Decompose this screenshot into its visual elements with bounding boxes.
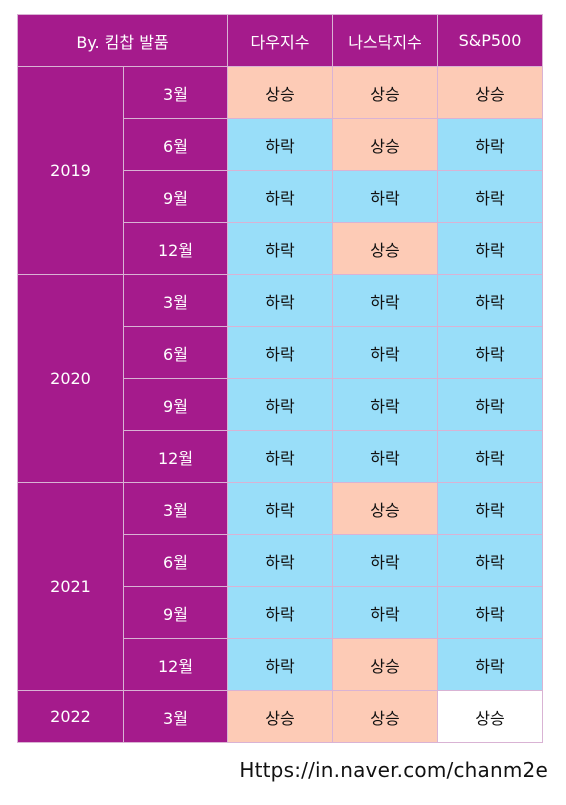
direction-cell: 하락	[437, 586, 543, 639]
direction-cell: 하락	[437, 222, 543, 275]
direction-cell: 하락	[437, 118, 543, 171]
month-cell: 12월	[123, 430, 228, 483]
direction-cell: 하락	[227, 482, 333, 535]
market-direction-table: By. 킴찹 발품 다우지수 나스닥지수 S&P500 2019 3월 상승 상승 상승…	[17, 14, 543, 743]
year-cell: 2022	[17, 690, 124, 743]
direction-cell: 하락	[437, 638, 543, 691]
direction-cell: 하락	[437, 534, 543, 587]
table-row: 6월 하락 상승 하락	[18, 118, 543, 171]
table-row: 2022 3월 상승 상승 상승	[17, 690, 543, 743]
direction-cell: 하락	[227, 534, 333, 587]
direction-cell: 하락	[437, 430, 543, 483]
table-row: 12월 하락 하락 하락	[18, 430, 543, 483]
direction-cell: 상승	[332, 690, 438, 743]
direction-cell: 하락	[332, 274, 438, 327]
direction-cell: 상승	[227, 66, 333, 119]
year-cell: 2019	[17, 66, 124, 275]
direction-cell: 상승	[332, 66, 438, 119]
direction-cell: 하락	[437, 482, 543, 535]
source-url: Https://in.naver.com/chanm2e	[239, 758, 548, 782]
month-cell: 3월	[123, 690, 228, 743]
month-cell: 6월	[123, 326, 228, 379]
table-row: 9월 하락 하락 하락	[18, 170, 543, 223]
month-cell: 9월	[123, 378, 228, 431]
month-cell: 9월	[123, 586, 228, 639]
table-row: 12월 하락 상승 하락	[18, 222, 543, 275]
direction-cell: 하락	[437, 170, 543, 223]
direction-cell: 하락	[227, 118, 333, 171]
column-header-sp500: S&P500	[437, 14, 543, 67]
table-row: 9월 하락 하락 하락	[18, 378, 543, 431]
direction-cell: 하락	[227, 378, 333, 431]
direction-cell: 하락	[227, 170, 333, 223]
direction-cell: 하락	[437, 378, 543, 431]
direction-cell: 하락	[227, 222, 333, 275]
direction-cell: 상승	[227, 690, 333, 743]
direction-cell: 하락	[437, 274, 543, 327]
month-cell: 12월	[123, 222, 228, 275]
month-cell: 3월	[123, 274, 228, 327]
direction-cell: 하락	[332, 534, 438, 587]
direction-cell: 하락	[227, 274, 333, 327]
month-cell: 6월	[123, 534, 228, 587]
direction-cell: 하락	[437, 326, 543, 379]
direction-cell: 하락	[332, 326, 438, 379]
header-row: By. 킴찹 발품 다우지수 나스닥지수 S&P500	[17, 14, 543, 67]
table-row: 12월 하락 상승 하락	[18, 638, 543, 691]
direction-cell: 하락	[332, 430, 438, 483]
table-body: 2019 3월 상승 상승 상승 6월 하락 상승 하락 9월 하락 하락 하락 12월 하락 상승 하락 202…	[17, 66, 543, 743]
direction-cell: 하락	[227, 430, 333, 483]
table-row: 2020 3월 하락 하락 하락	[17, 274, 543, 483]
year-cell: 2021	[17, 482, 124, 691]
direction-cell: 상승	[332, 638, 438, 691]
month-cell: 3월	[123, 482, 228, 535]
direction-cell: 하락	[227, 326, 333, 379]
direction-cell: 상승	[437, 690, 543, 743]
table-row: 2019 3월 상승 상승 상승	[17, 66, 543, 275]
direction-cell: 하락	[227, 586, 333, 639]
direction-cell: 상승	[332, 118, 438, 171]
month-cell: 9월	[123, 170, 228, 223]
direction-cell: 상승	[332, 222, 438, 275]
month-cell: 3월	[123, 66, 228, 119]
table-row: 6월 하락 하락 하락	[18, 326, 543, 379]
direction-cell: 하락	[332, 586, 438, 639]
direction-cell: 하락	[332, 170, 438, 223]
column-header-dow: 다우지수	[227, 14, 333, 67]
table-row: 6월 하락 하락 하락	[18, 534, 543, 587]
direction-cell: 상승	[437, 66, 543, 119]
direction-cell: 상승	[332, 482, 438, 535]
credit-header: By. 킴찹 발품	[17, 14, 228, 67]
direction-cell: 하락	[332, 378, 438, 431]
table-row: 2021 3월 하락 상승 하락	[17, 482, 543, 691]
table-row: 9월 하락 하락 하락	[18, 586, 543, 639]
direction-cell: 하락	[227, 638, 333, 691]
year-cell: 2020	[17, 274, 124, 483]
month-cell: 6월	[123, 118, 228, 171]
column-header-nasdaq: 나스닥지수	[332, 14, 438, 67]
month-cell: 12월	[123, 638, 228, 691]
